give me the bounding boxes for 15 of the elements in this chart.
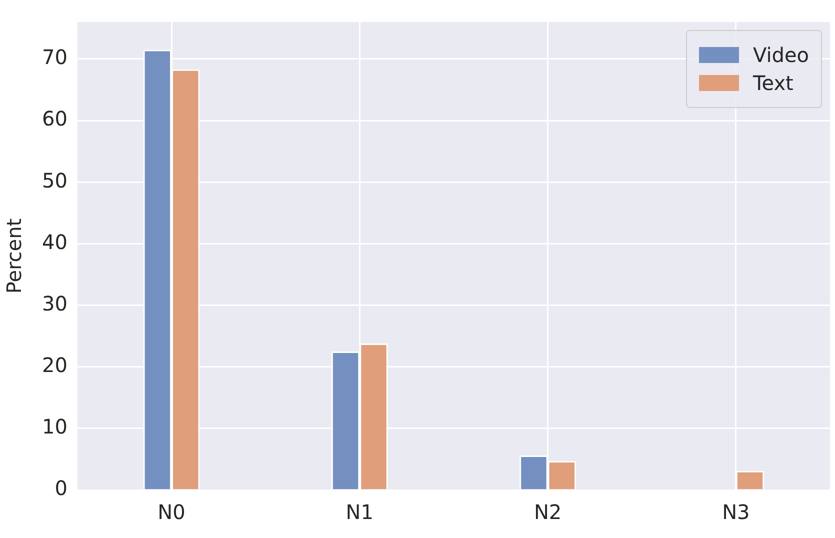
- x-tick-label: N0: [158, 500, 186, 524]
- y-tick-label: 10: [42, 414, 68, 439]
- y-tick-label: 40: [42, 230, 68, 254]
- legend-label: Video: [752, 43, 809, 67]
- legend-label: Text: [752, 71, 794, 95]
- y-tick-label: 20: [42, 353, 68, 378]
- x-tick-label: N3: [722, 500, 750, 524]
- y-tick-label: 70: [42, 45, 68, 70]
- y-tick-label: 50: [42, 168, 68, 192]
- y-axis-title: Percent: [2, 218, 26, 294]
- y-tick-label: 30: [42, 291, 68, 316]
- x-tick-label: N2: [534, 500, 562, 524]
- y-tick-label: 0: [54, 476, 68, 500]
- y-tick-label: 60: [42, 106, 68, 131]
- x-tick-label: N1: [346, 500, 374, 524]
